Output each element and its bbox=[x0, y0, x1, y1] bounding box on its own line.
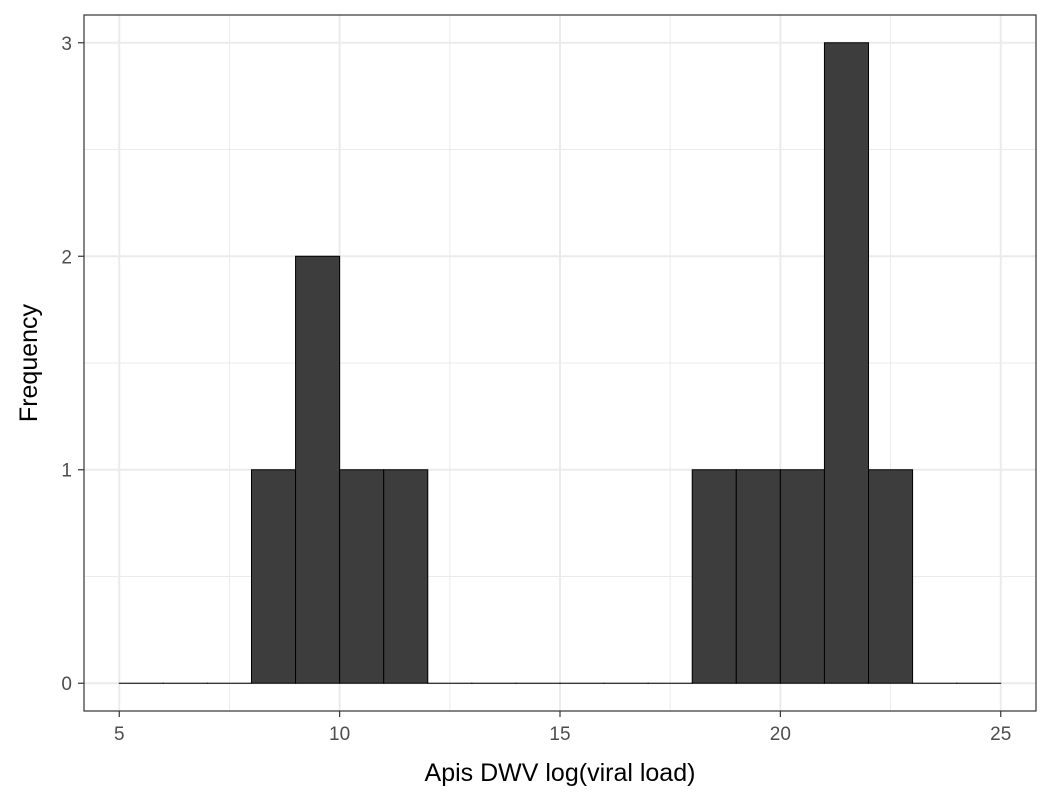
histogram-bar bbox=[295, 255, 341, 684]
x-tick-label: 25 bbox=[990, 724, 1011, 745]
histogram-bar bbox=[735, 469, 781, 684]
x-tick-label: 10 bbox=[329, 724, 350, 745]
histogram-bar bbox=[383, 469, 429, 684]
y-axis-title: Frequency bbox=[15, 303, 43, 422]
y-tick-label: 2 bbox=[61, 247, 72, 268]
x-tick-label: 20 bbox=[770, 724, 791, 745]
axis-ticks bbox=[78, 42, 1002, 717]
histogram-bar bbox=[868, 469, 914, 684]
histogram-bars bbox=[118, 42, 1002, 684]
histogram-bar bbox=[691, 469, 737, 684]
histogram-bar bbox=[339, 469, 385, 684]
x-tick-label: 5 bbox=[114, 724, 125, 745]
y-tick-label: 0 bbox=[61, 674, 72, 695]
tick-labels: 5 10 15 20 25 0 1 2 3 bbox=[61, 34, 1011, 745]
histogram-bar bbox=[250, 469, 297, 684]
histogram-bar bbox=[779, 469, 825, 684]
x-tick-label: 15 bbox=[549, 724, 570, 745]
y-tick-label: 3 bbox=[61, 34, 72, 55]
y-tick-label: 1 bbox=[61, 461, 72, 482]
x-axis-title: Apis DWV log(viral load) bbox=[425, 759, 696, 787]
histogram-bar bbox=[823, 42, 870, 684]
